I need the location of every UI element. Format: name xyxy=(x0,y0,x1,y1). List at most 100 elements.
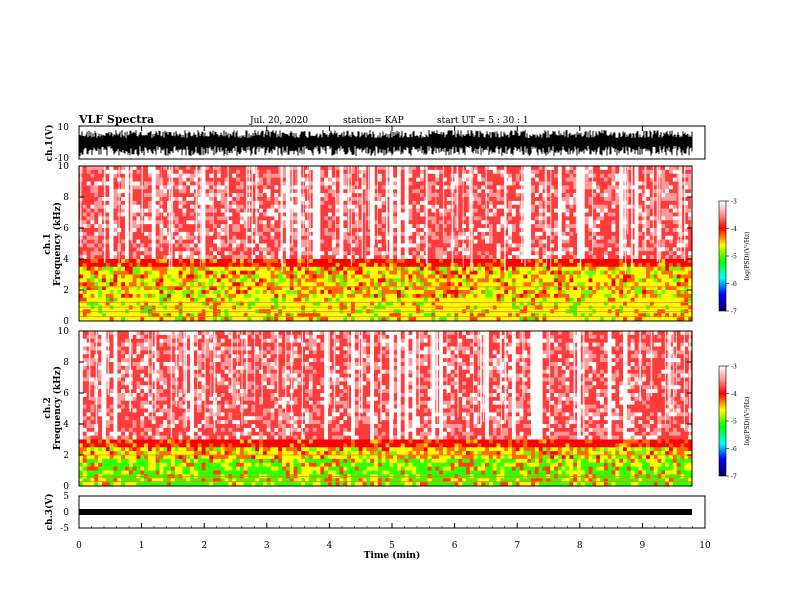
spectrogram-cell xyxy=(508,197,513,202)
spectrogram-cell xyxy=(151,181,156,186)
spectrogram-cell xyxy=(362,297,367,302)
spectrogram-cell xyxy=(469,282,474,287)
spectrogram-cell xyxy=(393,262,398,268)
spectrogram-cell xyxy=(236,189,241,194)
spectrogram-cell xyxy=(308,293,314,299)
spectrogram-cell xyxy=(446,239,451,244)
spectrogram-cell xyxy=(316,274,321,279)
spectrogram-cell xyxy=(239,262,245,268)
spectrogram-cell xyxy=(546,255,551,260)
spectrogram-cell xyxy=(331,301,336,306)
spectrogram-cell xyxy=(266,305,271,310)
spectrogram-cell xyxy=(170,270,176,275)
spectrogram-cell xyxy=(496,297,501,302)
spectrogram-cell xyxy=(159,228,164,233)
spectrogram-cell xyxy=(151,208,156,213)
spectrogram-cell xyxy=(293,208,298,213)
spectrogram-cell xyxy=(312,177,317,182)
spectrogram-cell xyxy=(305,270,310,275)
spectrogram-cell xyxy=(538,189,543,194)
spectrogram-cell xyxy=(262,301,268,306)
spectrogram-cell xyxy=(293,247,298,252)
spectrogram-cell xyxy=(205,177,210,182)
spectrogram-cell xyxy=(508,290,513,295)
spectrogram-cell xyxy=(140,270,145,275)
spectrogram-cell xyxy=(427,274,432,279)
spectrogram-cell xyxy=(408,177,413,182)
spectrogram-cell xyxy=(213,228,218,233)
spectrogram-cell xyxy=(550,169,555,175)
spectrogram-cell xyxy=(167,297,172,302)
spectrogram-cell xyxy=(538,224,543,229)
spectrogram-cell xyxy=(136,266,141,271)
spectrogram-cell xyxy=(144,212,149,217)
spectrogram-cell xyxy=(270,208,275,213)
spectrogram-cell xyxy=(354,305,359,310)
spectrogram-cell xyxy=(534,193,540,198)
spectrogram-cell xyxy=(481,220,486,225)
spectrogram-cell xyxy=(82,166,87,171)
spectrogram-cell xyxy=(86,181,91,186)
spectrogram-cell xyxy=(167,278,172,283)
spectrogram-cell xyxy=(331,251,336,256)
spectrogram-cell xyxy=(320,177,325,182)
spectrogram-cell xyxy=(404,200,409,206)
spectrogram-cell xyxy=(98,166,103,171)
spectrogram-cell xyxy=(381,317,386,322)
spectrogram-cell xyxy=(320,239,325,244)
spectrogram-cell xyxy=(163,216,168,221)
spectrogram-cell xyxy=(351,208,356,213)
spectrogram-cell xyxy=(270,185,275,190)
spectrogram-cell xyxy=(90,243,95,248)
spectrogram-cell xyxy=(266,181,271,186)
spectrogram-cell xyxy=(343,317,348,322)
spectrogram-cell xyxy=(446,200,451,206)
spectrogram-cell xyxy=(435,297,440,302)
spectrogram-cell xyxy=(446,177,451,182)
spectrogram-cell xyxy=(485,208,490,213)
spectrogram-cell xyxy=(381,301,386,306)
spectrogram-cell xyxy=(481,216,486,221)
spectrogram-cell xyxy=(462,231,467,237)
spectrogram-cell xyxy=(266,212,271,217)
spectrogram-cell xyxy=(262,251,268,256)
spectrogram-cell xyxy=(220,317,225,322)
spectrogram-cell xyxy=(270,301,275,306)
spectrogram-cell xyxy=(190,286,195,291)
spectrogram-cell xyxy=(488,228,494,233)
spectrogram-cell xyxy=(408,251,413,256)
spectrogram-cell xyxy=(228,166,233,171)
spectrogram-cell xyxy=(435,193,440,198)
spectrogram-cell xyxy=(174,255,179,260)
spectrogram-cell xyxy=(343,173,348,178)
spectrogram-cell xyxy=(412,197,417,202)
spectrogram-cell xyxy=(454,317,459,322)
spectrogram-cell xyxy=(347,243,352,248)
spectrogram-cell xyxy=(473,235,478,240)
spectrogram-cell xyxy=(251,200,256,206)
spectrogram-cell xyxy=(243,305,248,310)
spectrogram-cell xyxy=(477,262,482,268)
spectrogram-cell xyxy=(228,301,233,306)
spectrogram-cell xyxy=(297,317,302,322)
spectrogram-cell xyxy=(527,204,532,209)
spectrogram-cell xyxy=(285,266,291,271)
spectrogram-cell xyxy=(419,317,425,322)
spectrogram-cell xyxy=(293,251,298,256)
spectrogram-cell xyxy=(389,274,394,279)
spectrogram-cell xyxy=(477,255,482,260)
spectrogram-cell xyxy=(362,197,367,202)
spectrogram-cell xyxy=(370,247,375,252)
spectrogram-cell xyxy=(508,274,513,279)
spectrogram-cell xyxy=(462,270,467,275)
spectrogram-cell xyxy=(308,243,314,248)
spectrogram-cell xyxy=(500,305,505,310)
spectrogram-cell xyxy=(442,228,448,233)
spectrogram-cell xyxy=(155,266,160,271)
spectrogram-cell xyxy=(419,266,425,271)
spectrogram-cell xyxy=(431,173,436,178)
spectrogram-cell xyxy=(278,212,283,217)
spectrogram-cell xyxy=(542,243,547,248)
spectrogram-cell xyxy=(243,235,248,240)
spectrogram-cell xyxy=(435,313,440,318)
